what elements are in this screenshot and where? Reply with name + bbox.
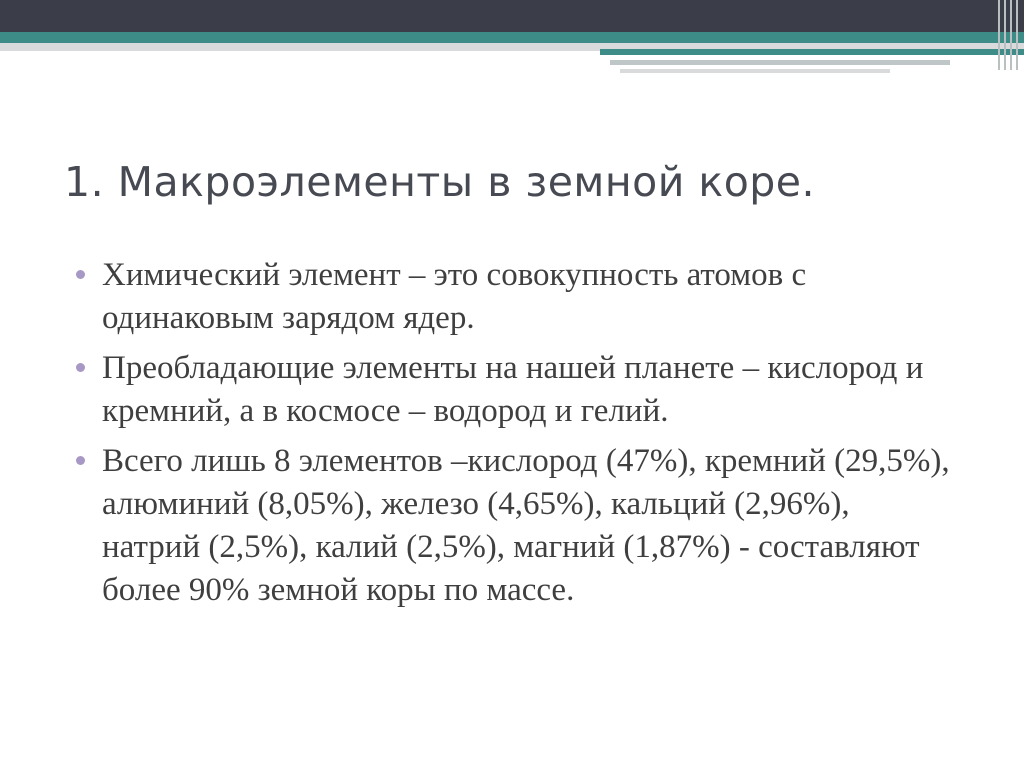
header-band-dark: [0, 0, 1024, 32]
slide-title: 1. Макроэлементы в земной коре.: [64, 158, 816, 206]
bullet-list: Химический элемент – это совокупность ат…: [74, 254, 954, 619]
header-accent-line: [610, 60, 950, 65]
bullet-item: Преобладающие элементы на нашей планете …: [74, 347, 954, 433]
bullet-item: Химический элемент – это совокупность ат…: [74, 254, 954, 340]
header-band-light: [0, 43, 1024, 51]
bullet-text: Всего лишь 8 элементов –кислород (47%), …: [102, 443, 950, 608]
header-band-teal: [0, 32, 1024, 43]
bullet-text: Преобладающие элементы на нашей планете …: [102, 350, 924, 429]
header-accent-line: [600, 49, 1024, 55]
header-accent-line: [620, 69, 890, 73]
bullet-marker-icon: [76, 456, 85, 465]
header-stripes-decoration: [998, 0, 1020, 70]
bullet-marker-icon: [76, 270, 85, 279]
bullet-item: Всего лишь 8 элементов –кислород (47%), …: [74, 440, 954, 612]
bullet-marker-icon: [76, 363, 85, 372]
bullet-text: Химический элемент – это совокупность ат…: [102, 257, 807, 336]
